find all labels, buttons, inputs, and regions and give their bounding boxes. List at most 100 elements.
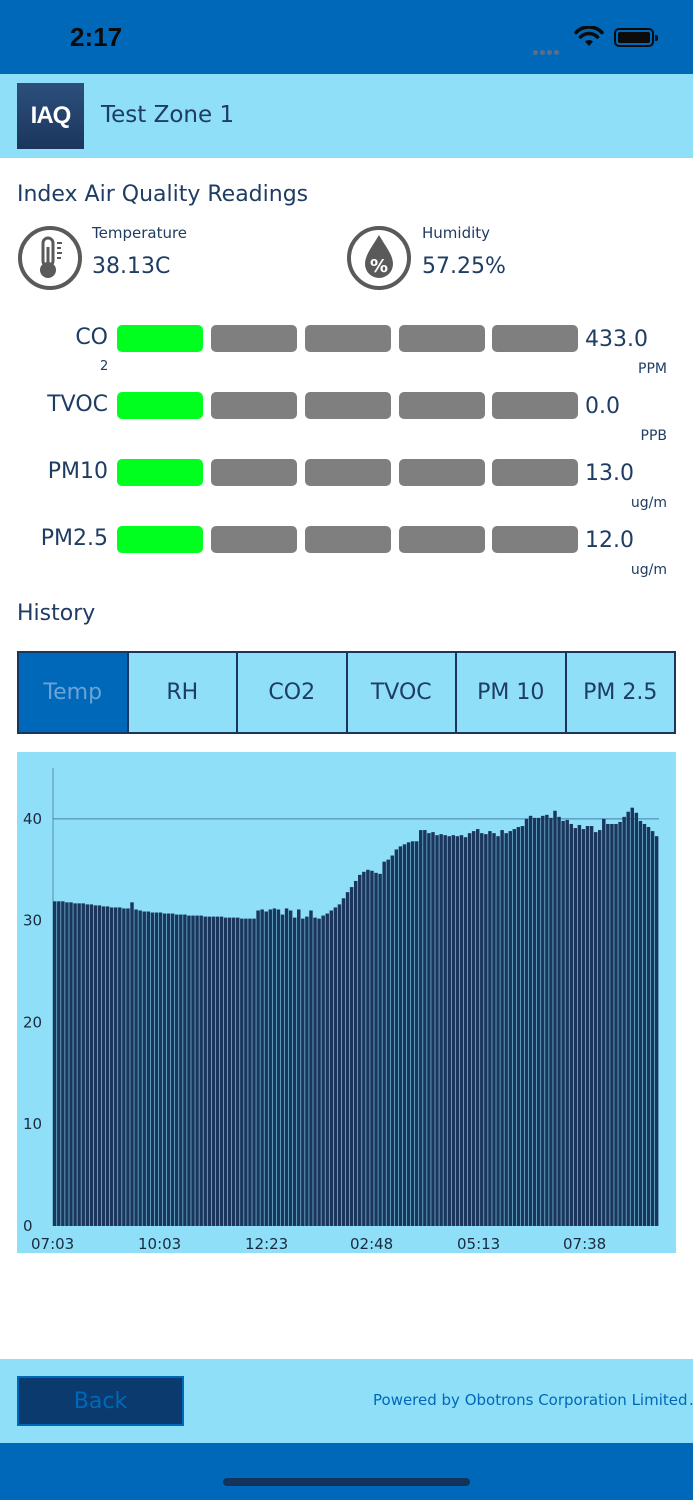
chart-bar [219,916,224,1226]
chart-bar [577,825,582,1226]
gauge-segment-active [117,459,203,486]
chart-bar [236,917,240,1226]
chart-bar [484,834,488,1226]
chart-bar [496,836,500,1226]
gauge-unit: ug/m [630,562,667,578]
status-bar: 2:17 [0,0,693,74]
chart-bar [435,835,439,1226]
chart-bar [333,907,338,1226]
chart-bar [589,826,594,1226]
back-button[interactable]: Back [17,1376,184,1426]
chart-bar [272,908,277,1226]
zone-title: Test Zone 1 [101,102,235,128]
humidity-drop-icon: % [347,226,411,290]
chart-bar [297,909,301,1226]
chart-bar [97,905,102,1226]
chart-bar [455,836,460,1226]
tab-pm10[interactable]: PM 10 [455,651,567,734]
temperature-label: Temperature [92,224,188,242]
gauge-value: 13.0 [585,461,634,486]
chart-bar [471,831,476,1226]
chart-bar [349,887,354,1226]
tab-tvoc[interactable]: TVOC [345,651,457,734]
y-tick-label: 40 [23,810,42,828]
history-tabs: Temp RH CO2 TVOC PM 10 PM 2.5 [17,651,676,734]
tab-pm25[interactable]: PM 2.5 [564,651,676,734]
chart-bar [142,911,146,1226]
y-tick-label: 20 [23,1013,42,1031]
chart-bar [398,846,403,1226]
chart-bar [406,842,411,1226]
chart-bar [227,917,232,1226]
chart-bar [77,903,81,1226]
gauge-segment [211,392,297,419]
chart-bar [199,915,203,1226]
chart-bar [191,915,195,1226]
chart-bar [646,827,651,1226]
tab-temp[interactable]: Temp [17,651,129,734]
tab-rh[interactable]: RH [126,651,238,734]
chart-bar [386,859,390,1226]
chart-bar [170,913,175,1226]
chart-bar [317,918,321,1226]
chart-bar [378,873,382,1226]
chart-bar [81,903,85,1226]
chart-bar [602,818,606,1226]
chart-bar [130,902,134,1226]
tab-co2[interactable]: CO2 [236,651,348,734]
chart-bar [390,855,395,1226]
history-chart: 0 10 20 30 40 07:03 10:03 12:23 02:48 05:13 07:38 [17,752,676,1253]
chart-bar [512,829,517,1226]
chart-bar [610,823,614,1226]
x-tick-label: 02:48 [350,1235,393,1253]
chart-bar [431,832,435,1226]
chart-bar [394,849,399,1226]
gauge-segment [305,392,391,419]
chart-bar [268,909,273,1226]
chart-bar [459,835,464,1226]
chart-bar [528,815,533,1226]
thermometer-icon [18,226,82,290]
chart-bar [358,874,362,1226]
chart-bar [158,912,163,1226]
chart-bar [366,869,370,1226]
chart-bar [504,833,508,1226]
gauge-row-tvoc: TVOC 0.0 PPB [0,392,693,459]
gauge-value: 0.0 [585,394,620,419]
gauge-name: CO [75,325,108,350]
chart-bar [89,904,94,1226]
chart-bar [321,915,325,1226]
chart-bar [309,910,313,1226]
chart-bar [134,909,138,1226]
chart-bar [500,830,504,1226]
chart-bar [93,905,98,1226]
chart-bar [288,910,293,1226]
chart-bar [443,835,447,1226]
chart-bar [175,914,179,1226]
gauge-name: PM10 [47,459,108,484]
chart-bar [402,844,407,1226]
chart-bar [573,828,578,1226]
chart-bar [183,914,187,1226]
home-indicator[interactable] [223,1478,470,1486]
powered-by-text: Powered by Obotrons Corporation Limited [373,1391,688,1409]
chart-bar [146,911,151,1226]
chart-bar [231,917,236,1226]
chart-bar [69,902,73,1226]
chart-bar [256,910,260,1226]
footer: Back Powered by Obotrons Corporation Lim… [0,1359,693,1443]
chart-bar [154,912,159,1226]
gauge-segment [399,459,485,486]
chart-bar [211,916,216,1226]
chart-bar [280,914,285,1226]
temperature-value: 38.13C [92,254,171,279]
gauge-segment [492,392,578,419]
gauge-segment-active [117,526,203,553]
chart-bar [65,902,69,1226]
x-tick-label: 07:38 [563,1235,606,1253]
gauge-segment [211,526,297,553]
chart-bar [630,807,634,1226]
chart-bar [549,817,553,1226]
chart-bar [301,918,305,1226]
x-tick-label: 05:13 [457,1235,500,1253]
